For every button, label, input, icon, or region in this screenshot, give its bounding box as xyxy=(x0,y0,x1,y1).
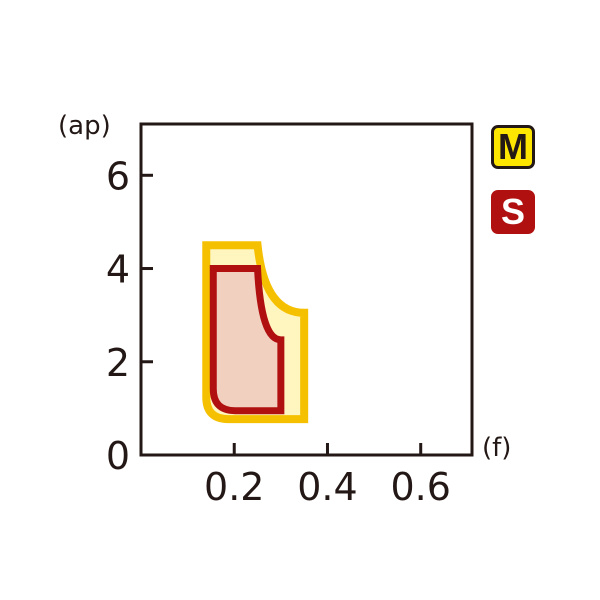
x-axis-label: (f) xyxy=(482,433,511,463)
y-tick-label: 6 xyxy=(106,154,130,198)
y-axis-label: (ap) xyxy=(58,111,111,141)
y-tick-label: 4 xyxy=(106,248,130,292)
x-tick-label: 0.6 xyxy=(390,465,450,509)
x-tick-label: 0.4 xyxy=(297,465,357,509)
region-s xyxy=(209,265,285,415)
y-tick-label: 0 xyxy=(106,434,130,478)
y-tick-label: 2 xyxy=(106,341,130,385)
legend-badge-m: M xyxy=(491,125,535,169)
legend-badge-s: S xyxy=(491,190,535,234)
x-tick-label: 0.2 xyxy=(204,465,264,509)
legend-label-m: M xyxy=(498,126,528,167)
legend-label-s: S xyxy=(500,191,525,232)
plot-frame xyxy=(139,122,474,457)
